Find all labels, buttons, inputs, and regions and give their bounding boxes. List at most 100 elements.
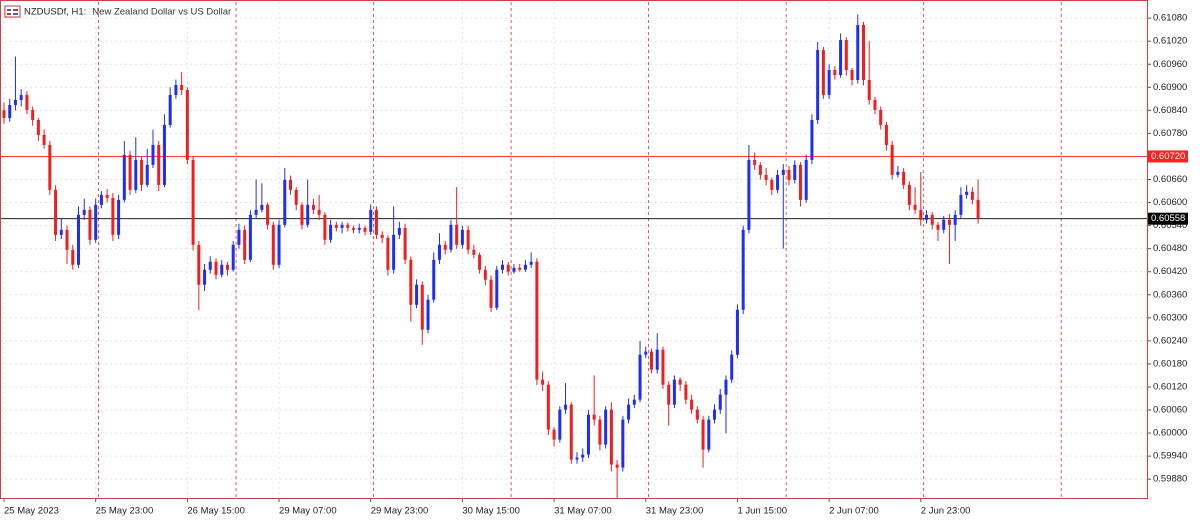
price-label-box — [1148, 212, 1188, 225]
y-tick-label: 0.60900 — [1153, 82, 1187, 93]
candle-body — [896, 171, 900, 175]
candle-body — [902, 171, 906, 185]
y-tick-label: 0.60300 — [1153, 312, 1187, 323]
candle-body — [575, 457, 579, 460]
candle-body — [564, 404, 568, 410]
candle-body — [890, 144, 894, 175]
symbol-icon — [4, 5, 21, 18]
candle-body — [409, 259, 413, 305]
y-tick-label: 0.59880 — [1153, 474, 1187, 485]
candle-body — [947, 219, 951, 225]
candle-body — [140, 159, 144, 185]
candle-body — [810, 119, 814, 160]
candle-body — [506, 264, 510, 272]
candle-body — [437, 244, 441, 260]
candle-body — [581, 454, 585, 458]
candle-body — [231, 244, 235, 270]
y-tick-label: 0.60120 — [1153, 381, 1187, 392]
chart-title: NZDUSDf, H1: — [24, 7, 86, 18]
price-label: 0.60720 — [1151, 151, 1185, 162]
candle-body — [82, 209, 86, 215]
y-tick-label: 0.60000 — [1153, 428, 1187, 439]
x-tick-label: 2 Jun 23:00 — [921, 506, 971, 517]
candle-body — [48, 144, 52, 190]
candle-body — [753, 159, 757, 165]
candle-body — [529, 261, 533, 265]
y-tick-label: 0.60780 — [1153, 128, 1187, 139]
x-tick-label: 25 May 23:00 — [96, 506, 154, 517]
candle-body — [690, 399, 694, 410]
candle-body — [432, 259, 436, 300]
x-tick-label: 31 May 07:00 — [554, 506, 612, 517]
candle-body — [776, 174, 780, 190]
candle-body — [185, 89, 189, 160]
candle-body — [976, 199, 980, 219]
candle-body — [793, 164, 797, 180]
candle-body — [306, 204, 310, 225]
candle-body — [237, 229, 241, 245]
candle-body — [604, 409, 608, 445]
candle-body — [386, 237, 390, 270]
candle-body — [426, 299, 430, 330]
candle-body — [495, 269, 499, 308]
candle-body — [770, 179, 774, 190]
candle-body — [449, 224, 453, 250]
x-tick-label: 30 May 15:00 — [462, 506, 520, 517]
candle-body — [959, 194, 963, 215]
y-tick-label: 0.61080 — [1153, 13, 1187, 24]
candle-body — [598, 419, 602, 445]
candle-body — [615, 464, 619, 468]
candle-body — [925, 214, 929, 220]
y-tick-label: 0.60840 — [1153, 105, 1187, 116]
candle-body — [747, 159, 751, 230]
candle-body — [248, 214, 252, 260]
candle-body — [953, 214, 957, 225]
candle-body — [798, 164, 802, 200]
y-tick-label: 0.60360 — [1153, 289, 1187, 300]
candle-body — [460, 229, 464, 245]
candle-body — [489, 279, 493, 308]
candle-body — [558, 409, 562, 440]
price-label-box — [1148, 150, 1188, 163]
candle-body — [420, 284, 424, 330]
candle-body — [816, 50, 820, 120]
x-tick-label: 26 May 15:00 — [187, 506, 245, 517]
candle-body — [271, 224, 275, 265]
candle-body — [88, 209, 92, 240]
candle-body — [466, 229, 470, 250]
candle-body — [19, 94, 23, 100]
candle-body — [518, 267, 522, 270]
candle-body — [254, 209, 258, 215]
candle-body — [203, 269, 207, 285]
y-tick-label: 0.60180 — [1153, 358, 1187, 369]
candle-body — [317, 209, 321, 215]
x-tick-label: 29 May 23:00 — [371, 506, 429, 517]
candle-body — [913, 204, 917, 210]
candle-body — [357, 227, 361, 230]
candle-body — [397, 227, 401, 235]
candle-body — [827, 70, 831, 95]
candle-body — [42, 134, 46, 145]
candle-body — [323, 214, 327, 240]
candle-body — [936, 224, 940, 230]
candle-body — [856, 25, 860, 80]
candle-body — [672, 379, 676, 405]
candle-body — [735, 309, 739, 355]
candle-body — [8, 104, 12, 119]
candle-body — [764, 174, 768, 180]
candle-body — [122, 154, 126, 200]
candle-body — [965, 191, 969, 195]
candle-body — [724, 379, 728, 395]
candle-body — [13, 99, 17, 105]
candle-body — [157, 144, 161, 185]
candle-body — [821, 50, 825, 95]
y-tick-label: 0.60660 — [1153, 174, 1187, 185]
candle-body — [134, 159, 138, 190]
candle-body — [804, 159, 808, 200]
candle-body — [174, 84, 178, 95]
candle-body — [54, 189, 58, 235]
candle-body — [879, 109, 883, 125]
candle-body — [25, 94, 29, 110]
y-tick-label: 0.60480 — [1153, 243, 1187, 254]
candle-body — [512, 267, 516, 272]
